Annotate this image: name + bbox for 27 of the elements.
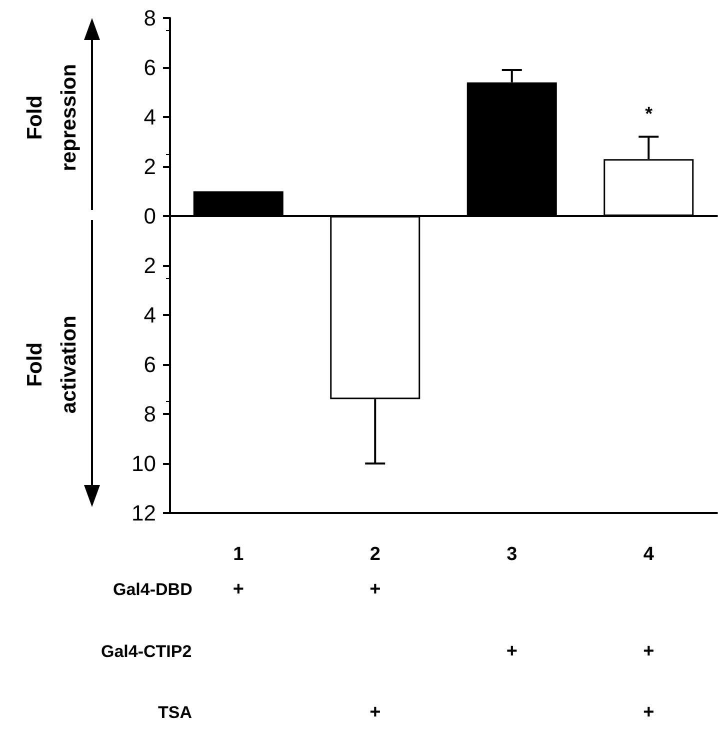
y-tick-label: 6 (144, 352, 156, 377)
annotation: * (645, 104, 653, 126)
y-tick-label: 2 (144, 253, 156, 278)
text: + (370, 578, 381, 601)
text: + (232, 578, 244, 601)
text: Gal4-CTIP2 (101, 642, 192, 662)
x-tick-label: 3 (506, 544, 518, 565)
text: Fold activation (22, 314, 81, 416)
x-tick-label: 4 (643, 544, 654, 565)
text: Fold repression (22, 62, 81, 173)
y-tick-label: 8 (144, 402, 156, 426)
text: + (370, 702, 381, 724)
text: + (506, 640, 518, 663)
y-tick-label: 0 (144, 204, 156, 228)
x-tick-label: 1 (233, 544, 244, 565)
y-tick-label: 10 (132, 451, 156, 476)
text: + (643, 640, 654, 663)
y-tick-label: 12 (132, 500, 156, 526)
y-tick-label: 6 (144, 55, 156, 80)
y-tick-label: 4 (144, 302, 156, 328)
y-tick-label: 8 (144, 6, 156, 30)
text: Gal4-DBD (113, 580, 192, 600)
text: TSA (158, 703, 192, 724)
y-tick-label: 4 (144, 104, 156, 130)
text: + (643, 702, 654, 724)
x-tick-label: 2 (370, 544, 380, 565)
y-tick-label: 2 (144, 154, 156, 179)
